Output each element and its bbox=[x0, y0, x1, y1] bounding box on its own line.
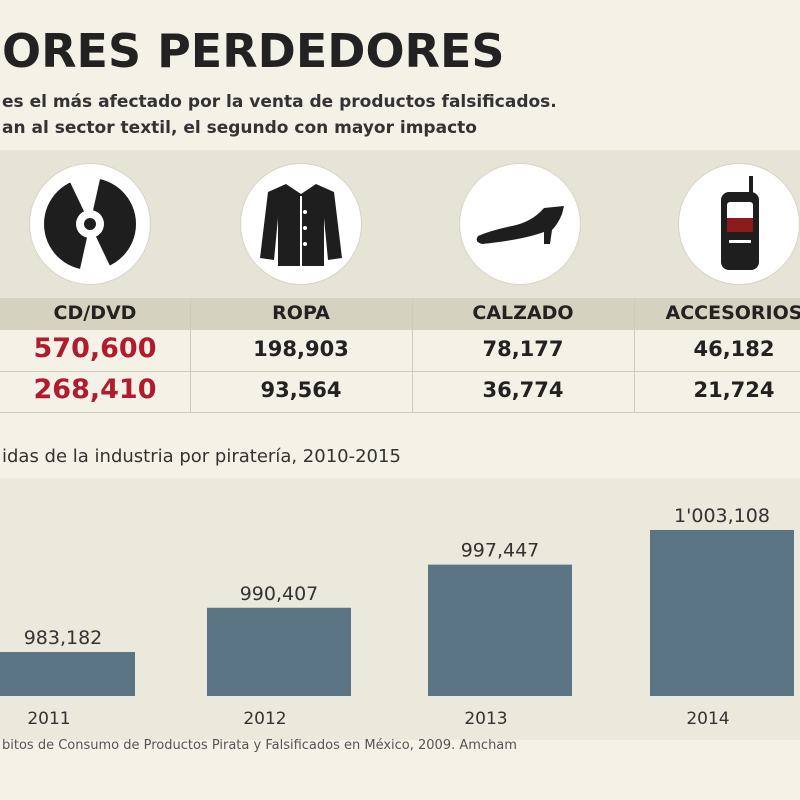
cell-phone-icon bbox=[721, 176, 759, 270]
high-heel-shoe-icon bbox=[476, 206, 564, 244]
table-cell: 36,774 bbox=[482, 378, 564, 402]
table-cell: 268,410 bbox=[33, 374, 157, 405]
table-row: 268,410 93,564 36,774 21,724 bbox=[0, 372, 800, 413]
x-tick-label-2014: 2014 bbox=[686, 709, 729, 729]
table-cell: 21,724 bbox=[693, 378, 775, 402]
data-label-2013: 997,447 bbox=[461, 540, 540, 562]
table-cell: 570,600 bbox=[33, 333, 157, 364]
column-header-accesorios: ACCESORIOS bbox=[665, 302, 800, 324]
column-header-ropa: ROPA bbox=[272, 302, 330, 324]
subtitle-line-1: es el más afectado por la venta de produ… bbox=[2, 92, 557, 112]
chart-area: 983,182 2011 990,407 2012 997,447 2013 1'003,1… bbox=[0, 478, 800, 740]
column-divider bbox=[412, 298, 413, 413]
table-cell: 46,182 bbox=[693, 337, 775, 361]
table-cell: 198,903 bbox=[253, 337, 349, 361]
data-label-2011: 983,182 bbox=[24, 627, 103, 649]
column-divider bbox=[190, 298, 191, 413]
subtitle-line-2: an al sector textil, el segundo con mayo… bbox=[2, 118, 477, 138]
bar-2012 bbox=[207, 607, 351, 696]
bar-2011 bbox=[0, 652, 135, 696]
jacket-icon bbox=[260, 184, 342, 266]
column-header-cd-dvd: CD/DVD bbox=[53, 302, 137, 324]
x-tick-label-2012: 2012 bbox=[243, 709, 286, 729]
bar-2014 bbox=[650, 529, 794, 696]
table-cell: 93,564 bbox=[260, 378, 342, 402]
page-title: ORES PERDEDORES bbox=[2, 24, 505, 78]
x-tick-label-2011: 2011 bbox=[27, 709, 70, 729]
column-header-calzado: CALZADO bbox=[472, 302, 574, 324]
icons-band bbox=[0, 150, 800, 298]
table-row: 570,600 198,903 78,177 46,182 bbox=[0, 331, 800, 372]
data-label-2012: 990,407 bbox=[240, 583, 319, 605]
source-note: bitos de Consumo de Productos Pirata y F… bbox=[2, 738, 517, 753]
bar-chart: 983,182 2011 990,407 2012 997,447 2013 1'003,1… bbox=[0, 505, 794, 729]
cd-dvd-icon bbox=[44, 177, 136, 271]
data-label-2014: 1'003,108 bbox=[674, 505, 770, 527]
table-cell: 78,177 bbox=[482, 337, 564, 361]
table-header: CD/DVD ROPA CALZADO ACCESORIOS bbox=[0, 298, 800, 330]
column-divider bbox=[634, 298, 635, 413]
x-tick-label-2013: 2013 bbox=[464, 709, 507, 729]
bar-2013 bbox=[428, 564, 572, 696]
chart-title: idas de la industria por piratería, 2010… bbox=[2, 446, 401, 467]
